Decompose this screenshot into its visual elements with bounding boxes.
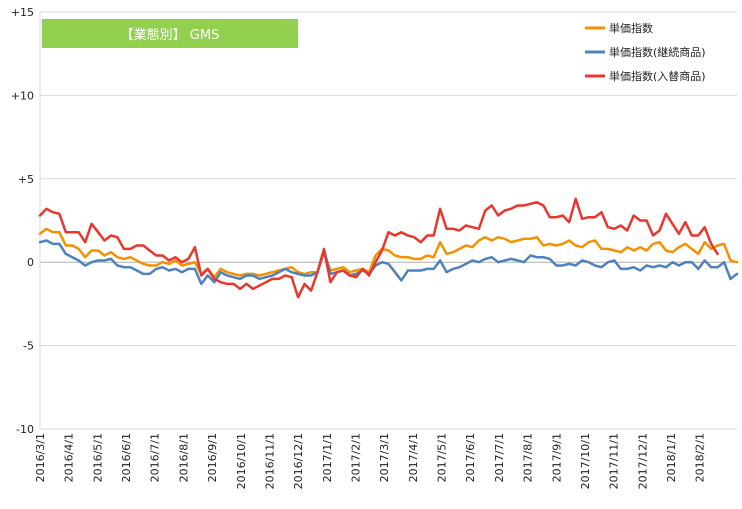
x-tick-label: 2017/5/1	[436, 433, 449, 482]
chart-title: 【業態別】 GMS	[121, 27, 220, 43]
legend-label: 単価指数	[609, 21, 653, 35]
x-tick-label: 2017/8/1	[522, 433, 535, 482]
x-tick-label: 2016/11/1	[263, 433, 276, 489]
x-tick-label: 2016/5/1	[91, 433, 104, 482]
legend-label: 単価指数(入替商品)	[609, 69, 706, 83]
series-line-2	[38, 239, 739, 286]
x-tick-label: 2016/10/1	[235, 433, 248, 489]
y-axis: +15 +10 +5 0 -5 -10	[11, 6, 41, 436]
y-tick-label: +5	[18, 173, 34, 186]
x-tick-label: 2017/9/1	[550, 433, 563, 482]
y-tick-label: -5	[23, 340, 34, 353]
series-line-1	[38, 227, 739, 279]
y-tick-label: 0	[27, 256, 34, 269]
x-tick-label: 2017/11/1	[608, 433, 621, 489]
x-tick-label: 2016/4/1	[63, 433, 76, 482]
chart-title-background	[42, 19, 298, 48]
chart-title-box: 【業態別】 GMS	[42, 19, 298, 48]
x-tick-label: 2017/2/1	[350, 433, 363, 482]
x-tick-label: 2017/3/1	[378, 433, 391, 482]
x-tick-label: 2017/1/1	[321, 433, 334, 482]
y-tick-label: +10	[11, 89, 34, 102]
x-tick-label: 2016/3/1	[34, 433, 47, 482]
x-tick-label: 2016/7/1	[149, 433, 162, 482]
x-tick-label: 2017/4/1	[407, 433, 420, 482]
x-tick-label: 2017/12/1	[636, 433, 649, 489]
x-tick-label: 2016/6/1	[120, 433, 133, 482]
x-tick-label: 2016/8/1	[177, 433, 190, 482]
x-axis: 2016/3/1 2016/4/1 2016/5/1 2016/6/1 2016/7/1…	[34, 433, 707, 489]
x-tick-label: 2018/2/1	[694, 433, 707, 482]
y-tick-label: +15	[11, 6, 34, 19]
x-tick-label: 2018/1/1	[665, 433, 678, 482]
series-line-3	[38, 197, 719, 299]
x-tick-label: 2017/6/1	[464, 433, 477, 482]
series-lines	[38, 197, 739, 299]
y-tick-label: -10	[16, 423, 34, 436]
x-tick-label: 2016/9/1	[206, 433, 219, 482]
x-tick-label: 2016/12/1	[292, 433, 305, 489]
x-tick-label: 2017/7/1	[493, 433, 506, 482]
grid-lines	[40, 11, 737, 430]
x-tick-label: 2017/10/1	[579, 433, 592, 489]
legend-label: 単価指数(継続商品)	[609, 45, 706, 59]
